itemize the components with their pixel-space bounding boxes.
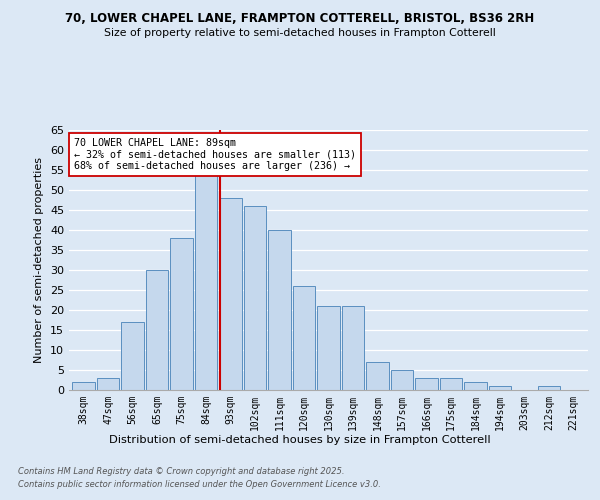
Bar <box>415 378 437 390</box>
Bar <box>317 306 340 390</box>
Bar <box>170 238 193 390</box>
Bar <box>73 382 95 390</box>
Bar <box>464 382 487 390</box>
Text: Contains HM Land Registry data © Crown copyright and database right 2025.: Contains HM Land Registry data © Crown c… <box>18 468 344 476</box>
Bar <box>97 378 119 390</box>
Bar <box>488 386 511 390</box>
Text: 70, LOWER CHAPEL LANE, FRAMPTON COTTERELL, BRISTOL, BS36 2RH: 70, LOWER CHAPEL LANE, FRAMPTON COTTEREL… <box>65 12 535 26</box>
Bar <box>146 270 169 390</box>
Bar <box>391 370 413 390</box>
Text: Contains public sector information licensed under the Open Government Licence v3: Contains public sector information licen… <box>18 480 381 489</box>
Bar <box>366 362 389 390</box>
Text: Distribution of semi-detached houses by size in Frampton Cotterell: Distribution of semi-detached houses by … <box>109 435 491 445</box>
Bar <box>440 378 462 390</box>
Y-axis label: Number of semi-detached properties: Number of semi-detached properties <box>34 157 44 363</box>
Bar <box>268 230 291 390</box>
Bar <box>342 306 364 390</box>
Bar <box>538 386 560 390</box>
Text: 70 LOWER CHAPEL LANE: 89sqm
← 32% of semi-detached houses are smaller (113)
68% : 70 LOWER CHAPEL LANE: 89sqm ← 32% of sem… <box>74 138 356 171</box>
Bar <box>244 206 266 390</box>
Bar <box>293 286 315 390</box>
Bar <box>121 322 144 390</box>
Bar <box>195 174 217 390</box>
Text: Size of property relative to semi-detached houses in Frampton Cotterell: Size of property relative to semi-detach… <box>104 28 496 38</box>
Bar <box>220 198 242 390</box>
